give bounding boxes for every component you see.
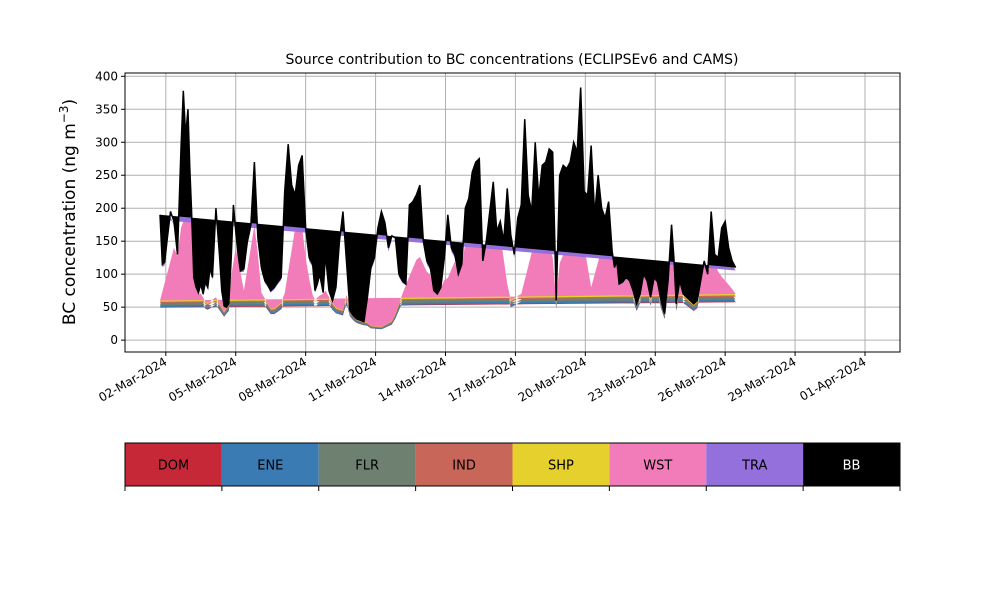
chart-title: Source contribution to BC concentrations… [285, 52, 738, 68]
x-tick-label: 02-Mar-2024 [96, 354, 169, 404]
area-wst [160, 164, 736, 327]
x-tick-label: 20-Mar-2024 [516, 354, 589, 404]
legend-label-ind: IND [452, 459, 476, 474]
y-tick-label: 200 [95, 201, 118, 215]
x-tick-label: 14-Mar-2024 [376, 354, 449, 404]
total-line [159, 87, 737, 323]
x-tick-label: 08-Mar-2024 [236, 354, 309, 404]
x-tick-label: 01-Apr-2024 [797, 354, 868, 403]
x-tick-label: 11-Mar-2024 [306, 354, 379, 404]
plot-frame [124, 72, 901, 353]
grid-lines [125, 73, 900, 352]
y-tick-label: 0 [110, 333, 118, 347]
legend-swatch-tra [706, 443, 804, 486]
x-tick-label: 05-Mar-2024 [166, 354, 239, 404]
x-tick-label: 23-Mar-2024 [586, 354, 659, 404]
legend-swatch-dom [125, 443, 222, 486]
y-tick-label: 400 [95, 69, 118, 83]
y-tick-label: 350 [95, 102, 118, 116]
y-axis-label: BC concentration (ng m−3) [57, 99, 80, 325]
legend-label-wst: WST [643, 459, 672, 474]
legend-swatch-ind [415, 443, 513, 486]
legend-swatch-shp [512, 443, 610, 486]
y-tick-label: 50 [103, 300, 118, 314]
y-tick-label: 300 [95, 135, 118, 149]
y-axis-label-main: BC concentration (ng m [60, 123, 80, 325]
legend-label-flr: FLR [355, 459, 379, 474]
legend-label-dom: DOM [158, 459, 189, 474]
legend-swatch-bb [803, 443, 900, 486]
legend-label-bb: BB [843, 459, 861, 474]
legend-swatch-flr [318, 443, 416, 486]
legend-swatch-ene [221, 443, 319, 486]
y-tick-label: 150 [95, 234, 118, 248]
legend-swatch-wst [609, 443, 707, 486]
legend-label-shp: SHP [548, 459, 574, 474]
y-axis-label-superscript: −3 [57, 105, 71, 123]
legend-label-tra: TRA [741, 459, 767, 474]
legend-label-ene: ENE [257, 459, 283, 474]
x-tick-label: 29-Mar-2024 [725, 354, 798, 404]
x-tick-label: 17-Mar-2024 [446, 354, 519, 404]
x-tick-label: 26-Mar-2024 [656, 354, 729, 404]
stacked-area-layers [159, 87, 737, 330]
legend-colorbar: DOM ENE FLR IND SHP WST TRA BB [124, 442, 901, 491]
y-tick-label: 100 [95, 267, 118, 281]
y-tick-label: 250 [95, 168, 118, 182]
y-axis-label-close: ) [60, 99, 80, 106]
